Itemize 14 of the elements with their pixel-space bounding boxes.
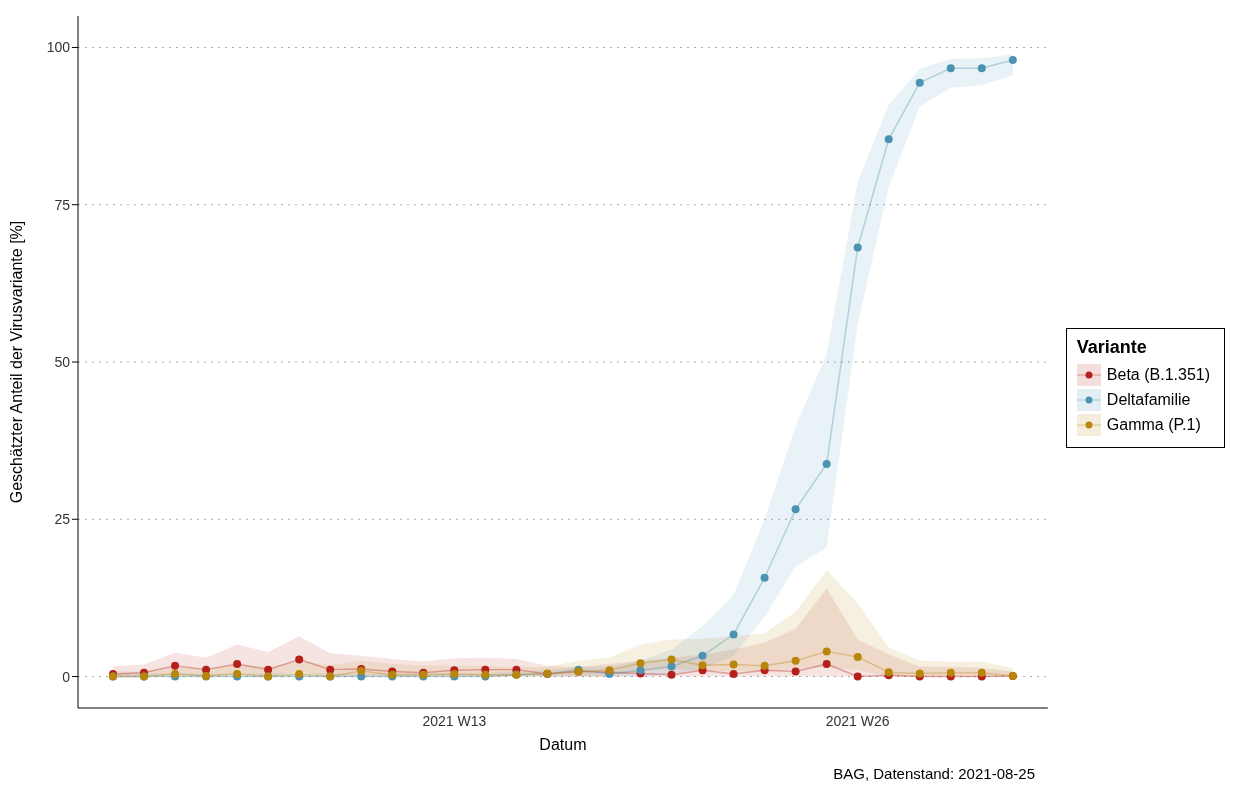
legend-label: Gamma (P.1) [1106,416,1201,434]
x-tick-label: 2021 W13 [422,712,487,729]
y-tick-label: 50 [54,353,71,370]
x-axis-title: Datum [539,736,587,753]
text: BAG, Datenstand: 2021-08-25 [833,765,1035,782]
legend-title: Variante [1076,337,1148,358]
y-tick-label: 100 [46,39,71,56]
y-tick-label: 0 [62,668,71,685]
y-tick-label: 75 [54,196,71,213]
y-tick-label: 25 [54,511,71,528]
y-axis-title: Geschätzter Anteil der Virusvariante [%] [7,220,25,504]
x-tick-label: 2021 W26 [825,712,890,729]
legend-label: Beta (B.1.351) [1106,366,1210,384]
legend-label: Deltafamilie [1106,391,1191,409]
